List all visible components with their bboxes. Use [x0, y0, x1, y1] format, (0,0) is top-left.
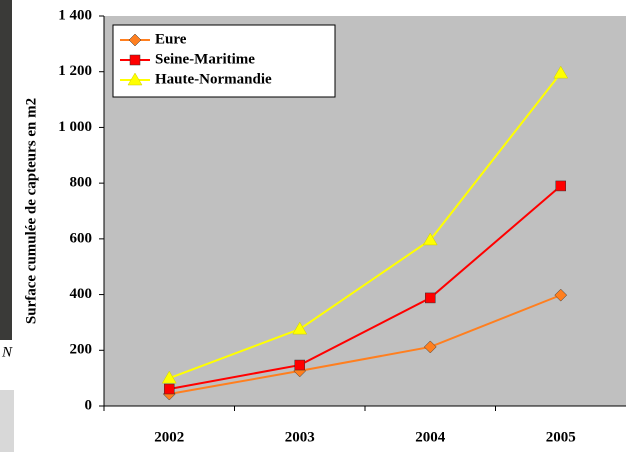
x-tick-label: 2004: [415, 429, 446, 445]
y-tick-label: 1 200: [58, 63, 92, 79]
y-tick-label: 1 000: [58, 119, 92, 135]
photo-strip: [0, 0, 12, 340]
x-tick-label: 2003: [285, 429, 315, 445]
marker: [295, 360, 305, 370]
legend: Eure Seine-Maritime Haute-Normandie: [113, 25, 335, 97]
y-tick-label: 400: [70, 286, 93, 302]
marker: [164, 384, 174, 394]
y-tick-label: 0: [85, 397, 93, 413]
chart: N Surface cumulée de capteurs en m2 0 200…: [0, 0, 626, 452]
legend-label: Seine-Maritime: [155, 51, 255, 67]
x-tick-label: 2002: [154, 429, 184, 445]
x-tick-label: 2005: [546, 429, 576, 445]
marker: [130, 55, 140, 65]
y-tick-label: 200: [70, 342, 93, 358]
y-tick-label: 800: [70, 175, 93, 191]
marker: [425, 293, 435, 303]
y-axis-title: Surface cumulée de capteurs en m2: [23, 98, 39, 324]
marker: [556, 181, 566, 191]
photo-caption: N: [1, 344, 13, 360]
photo-strip: [0, 390, 14, 452]
y-tick-label: 1 400: [58, 7, 92, 23]
legend-label: Eure: [155, 31, 187, 47]
y-tick-label: 600: [70, 230, 93, 246]
legend-label: Haute-Normandie: [155, 71, 272, 87]
